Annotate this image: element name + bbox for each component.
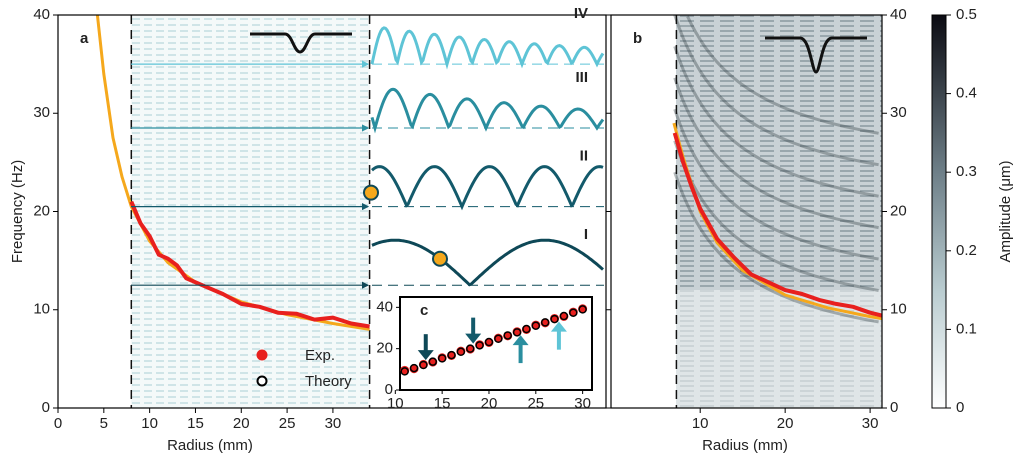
mode-label: I <box>584 226 588 243</box>
heatmap-b-low <box>676 290 882 408</box>
heatmap-band <box>673 14 879 167</box>
theory-point <box>512 328 522 337</box>
y-tick-label: 10 <box>33 301 50 318</box>
theory-point <box>409 363 419 373</box>
y-tick-label: 30 <box>33 104 50 121</box>
colorbar-tick-label: 0 <box>956 399 964 416</box>
pulse-icon <box>765 36 867 74</box>
inset-arrow-head <box>550 321 567 332</box>
y-tick-label: 0 <box>890 399 898 416</box>
heatmap-band <box>686 15 879 135</box>
theory-point <box>540 318 550 327</box>
mode-shape <box>371 238 604 287</box>
theory-point <box>419 360 428 370</box>
y-tick-label: 40 <box>890 6 907 23</box>
x-tick-label: 30 <box>574 395 591 412</box>
y-tick-label: 40 <box>376 298 393 315</box>
theory-point <box>437 354 447 363</box>
heatmap-band <box>673 171 879 324</box>
x-tick-label: 10 <box>387 395 404 412</box>
theory-point <box>494 334 503 343</box>
x-tick-label: 20 <box>777 415 794 432</box>
series-line <box>672 132 883 318</box>
legend-marker <box>256 349 268 361</box>
theory-point <box>559 311 569 321</box>
pulse-icon <box>250 32 352 54</box>
y-tick-label: 0 <box>42 399 50 416</box>
x-tick-label: 10 <box>692 415 709 432</box>
panel-label: a <box>80 30 89 47</box>
inset-arrow-head <box>465 333 482 344</box>
x-tick-label: 25 <box>527 395 544 412</box>
x-tick-label: 20 <box>233 415 250 432</box>
mode-dot <box>432 250 448 267</box>
heatmap-band <box>673 108 879 261</box>
colorbar-tick-label: 0.4 <box>956 85 977 102</box>
colorbar-tick-label: 0.3 <box>956 163 977 180</box>
colorbar <box>931 14 947 409</box>
theory-point <box>531 321 541 330</box>
y-tick-label: 0 <box>385 381 393 398</box>
x-tick-label: 10 <box>141 415 158 432</box>
legend-label: Exp. <box>305 347 335 364</box>
x-tick-label: 25 <box>279 415 296 432</box>
theory-point <box>447 350 456 360</box>
panel-label: c <box>420 302 428 319</box>
heatmap-band <box>673 140 879 292</box>
inset-arrow-head <box>417 350 434 361</box>
mode-shape <box>370 26 605 70</box>
y-tick-label: 10 <box>890 301 907 318</box>
y-tick-label: 20 <box>33 202 50 219</box>
y-axis-label: Frequency (Hz) <box>9 160 26 263</box>
mode-dot <box>363 184 379 201</box>
legend-label: Theory <box>305 373 352 390</box>
mode-shape <box>370 87 605 134</box>
colorbar-tick-label: 0.1 <box>956 320 977 337</box>
theory-point <box>578 305 587 314</box>
mode-label: IV <box>574 5 588 22</box>
legend-marker <box>256 375 268 387</box>
heatmap-a <box>131 15 370 408</box>
theory-point <box>569 308 578 317</box>
inset-arrow-head <box>512 335 529 346</box>
y-tick-label: 40 <box>33 6 50 23</box>
y-tick-label: 30 <box>890 104 907 121</box>
theory-point <box>503 331 512 340</box>
x-tick-label: 0 <box>54 415 62 432</box>
theory-point <box>428 357 438 366</box>
y-tick-label: 20 <box>890 202 907 219</box>
theory-point <box>522 324 531 334</box>
mode-label: II <box>580 148 588 165</box>
mode-label: III <box>575 69 588 86</box>
y-tick-label: 20 <box>376 340 393 357</box>
colorbar-label: Amplitude (μm) <box>997 160 1014 262</box>
x-tick-label: 15 <box>434 395 451 412</box>
x-tick-label: 20 <box>481 395 498 412</box>
mode-shape <box>371 165 604 211</box>
theory-point <box>550 314 559 324</box>
x-tick-label: 15 <box>187 415 204 432</box>
x-tick-label: 5 <box>100 415 108 432</box>
theory-point <box>456 347 466 357</box>
x-axis-label: Radius (mm) <box>167 437 253 454</box>
theory-point <box>475 341 484 350</box>
colorbar-tick-label: 0.5 <box>956 6 977 23</box>
theory-point <box>465 344 475 353</box>
inset-bg <box>399 296 593 391</box>
x-axis-label: Radius (mm) <box>702 437 788 454</box>
heatmap-band <box>673 45 879 198</box>
x-tick-label: 30 <box>325 415 342 432</box>
x-tick-label: 30 <box>862 415 879 432</box>
theory-point <box>484 337 494 347</box>
heatmap-band <box>673 77 879 230</box>
theory-point <box>400 367 409 376</box>
colorbar-tick-label: 0.2 <box>956 242 977 259</box>
series-line <box>129 200 370 329</box>
panel-label: b <box>633 30 642 47</box>
